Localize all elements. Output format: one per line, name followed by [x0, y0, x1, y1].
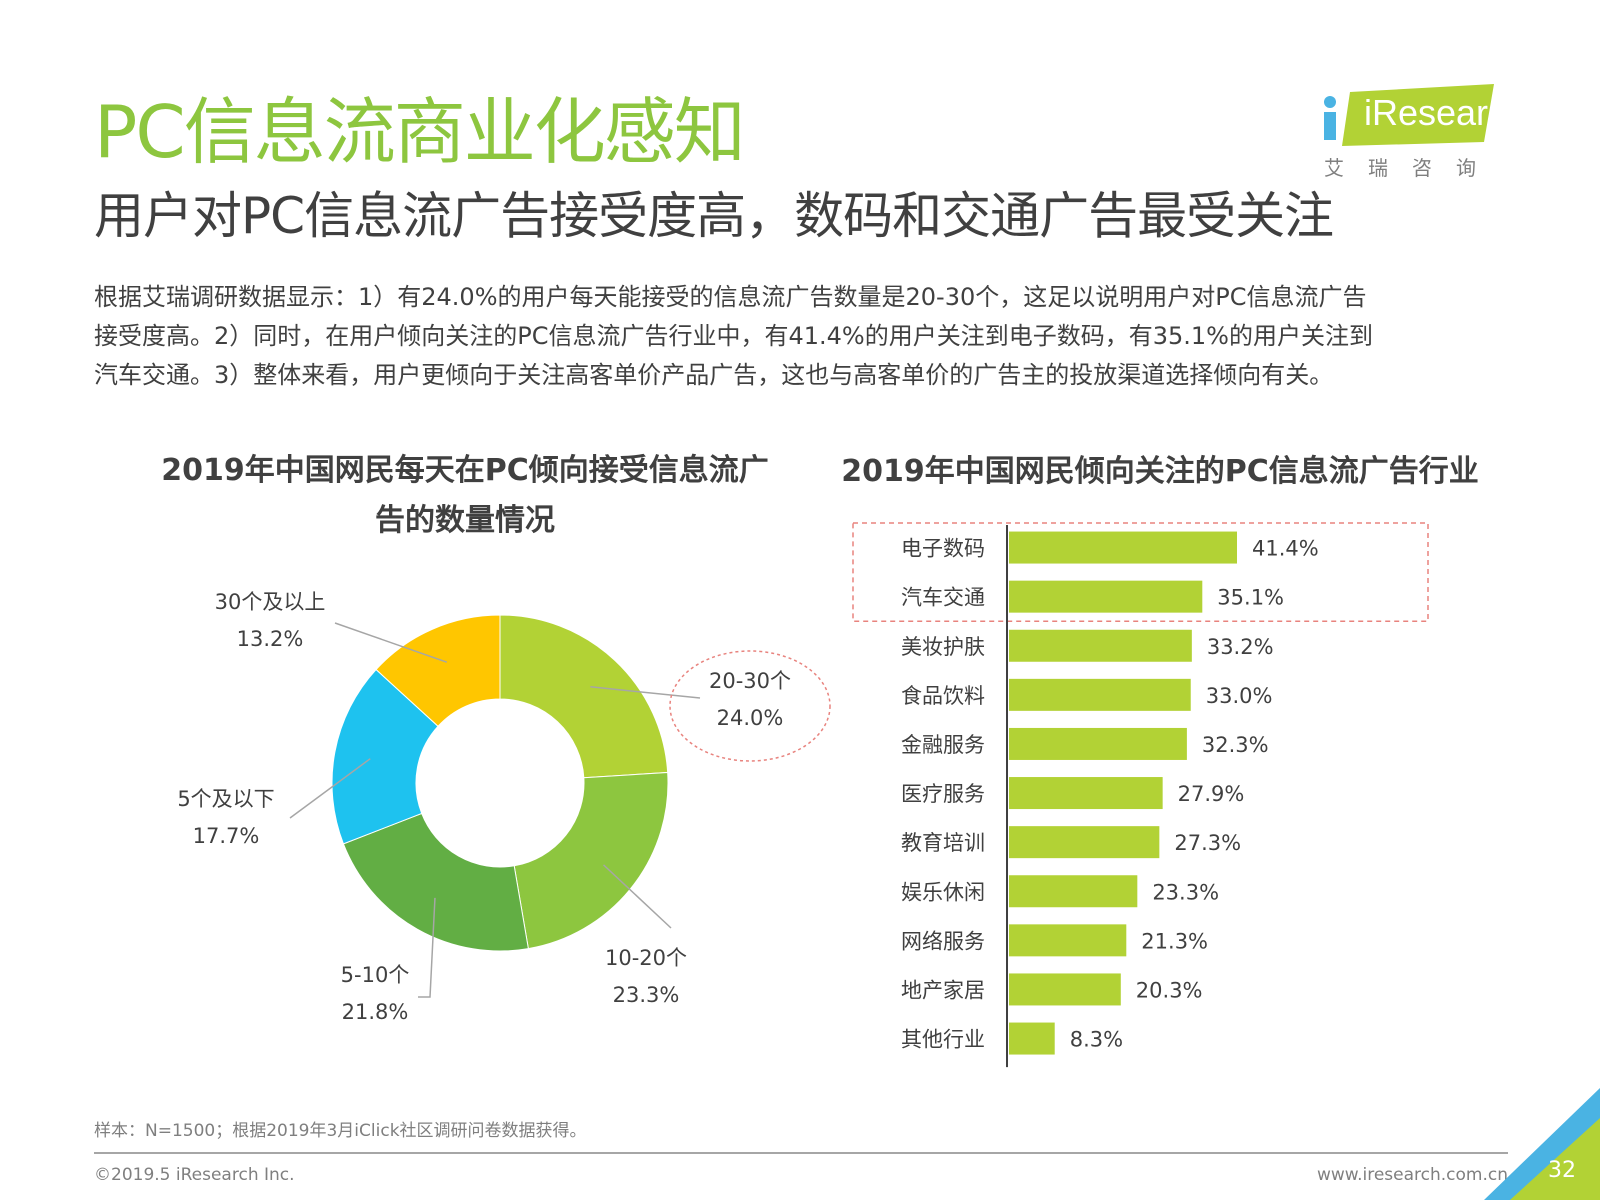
highlight-ellipse [669, 650, 831, 762]
bar [1009, 777, 1163, 810]
bar [1009, 924, 1127, 957]
donut-slice [499, 614, 669, 779]
page-title: PC信息流商业化感知 [94, 90, 746, 174]
donut-chart: 20-30个 24.0% 10-20个 23.3% 5-10个 21.8% 5个及以下 17.… [177, 590, 831, 1024]
slice-value-label: 23.3% [613, 983, 680, 1007]
bar-value-label: 35.1% [1217, 586, 1284, 610]
slice-label: 5个及以下 [177, 787, 274, 811]
category-label: 网络服务 [901, 929, 985, 953]
category-label: 汽车交通 [901, 586, 985, 610]
bar-value-label: 23.3% [1152, 880, 1219, 904]
bar-chart: 电子数码 41.4% 汽车交通 35.1% 美妆护肤 33.2% 食品饮料 33.0% 金融服务… [852, 522, 1429, 1068]
slice-label: 5-10个 [341, 963, 410, 987]
bar-value-label: 33.2% [1207, 635, 1274, 659]
bar-value-label: 20.3% [1136, 978, 1203, 1002]
slice-label: 20-30个 [709, 669, 791, 693]
page-number: 32 [1548, 1158, 1576, 1183]
highlight-box [852, 522, 1429, 622]
logo-brand-text: iResearch [1364, 92, 1527, 133]
category-label: 食品饮料 [901, 684, 985, 708]
bar [1009, 875, 1138, 908]
category-label: 教育培训 [901, 831, 985, 855]
copyright-text: ©2019.5 iResearch Inc. [94, 1165, 295, 1185]
bar-value-label: 21.3% [1141, 929, 1208, 953]
category-label: 医疗服务 [901, 782, 985, 806]
leader-line [418, 897, 436, 998]
logo-tagline: 艾瑞咨询 [1324, 156, 1500, 180]
bar-value-label: 27.9% [1178, 782, 1245, 806]
bar-value-label: 41.4% [1252, 537, 1319, 561]
slice-value-label: 13.2% [237, 627, 304, 651]
bar-value-label: 27.3% [1174, 831, 1241, 855]
leader-line [590, 686, 701, 699]
logo-banner [1324, 84, 1494, 146]
slice-label: 30个及以上 [215, 590, 326, 614]
leader-line [334, 622, 448, 663]
corner-decoration [1484, 1088, 1600, 1200]
bar [1009, 629, 1192, 662]
category-label: 金融服务 [901, 733, 985, 757]
slice-value-label: 17.7% [193, 824, 260, 848]
bar [1009, 973, 1121, 1006]
source-note: 样本：N=1500；根据2019年3月iClick社区调研问卷数据获得。 [94, 1121, 587, 1141]
summary-line: 根据艾瑞调研数据显示：1）有24.0%的用户每天能接受的信息流广告数量是20-3… [94, 283, 1367, 311]
slice-value-label: 24.0% [717, 706, 784, 730]
bar-value-label: 33.0% [1206, 684, 1273, 708]
slice-value-label: 21.8% [342, 1000, 409, 1024]
footer-divider [94, 1152, 1508, 1154]
donut-chart-title: 2019年中国网民每天在PC倾向接受信息流广告的数量情况 [161, 453, 769, 538]
bar-value-label: 8.3% [1070, 1028, 1123, 1052]
bar [1009, 727, 1187, 760]
category-label: 地产家居 [901, 978, 985, 1002]
iresearch-logo: iResearch 艾瑞咨询 [1316, 84, 1526, 184]
bar [1009, 531, 1237, 564]
summary-line: 接受度高。2）同时，在用户倾向关注的PC信息流广告行业中，有41.4%的用户关注… [94, 322, 1373, 350]
page-subtitle: 用户对PC信息流广告接受度高，数码和交通广告最受关注 [94, 187, 1334, 245]
category-label: 其他行业 [901, 1028, 985, 1052]
slice-label: 10-20个 [605, 946, 687, 970]
website-link[interactable]: www.iresearch.com.cn [1316, 1165, 1508, 1185]
leader-line [289, 758, 371, 819]
bar [1009, 1022, 1055, 1055]
summary-line: 汽车交通。3）整体来看，用户更倾向于关注高客单价产品广告，这也与高客单价的广告主… [94, 361, 1334, 389]
donut-slice [342, 812, 529, 952]
category-label: 美妆护肤 [901, 635, 985, 659]
category-label: 电子数码 [901, 537, 985, 561]
donut-slice [331, 668, 439, 845]
category-label: 娱乐休闲 [901, 880, 985, 904]
leader-line [603, 864, 672, 929]
donut-slice [513, 771, 669, 950]
donut-slice [375, 614, 501, 727]
bar-chart-title: 2019年中国网民倾向关注的PC信息流广告行业 [841, 454, 1479, 489]
bar [1009, 678, 1191, 711]
bar [1009, 580, 1203, 613]
bar-value-label: 32.3% [1202, 733, 1269, 757]
bar [1009, 826, 1160, 859]
summary-paragraph: 根据艾瑞调研数据显示：1）有24.0%的用户每天能接受的信息流广告数量是20-3… [94, 278, 1514, 395]
